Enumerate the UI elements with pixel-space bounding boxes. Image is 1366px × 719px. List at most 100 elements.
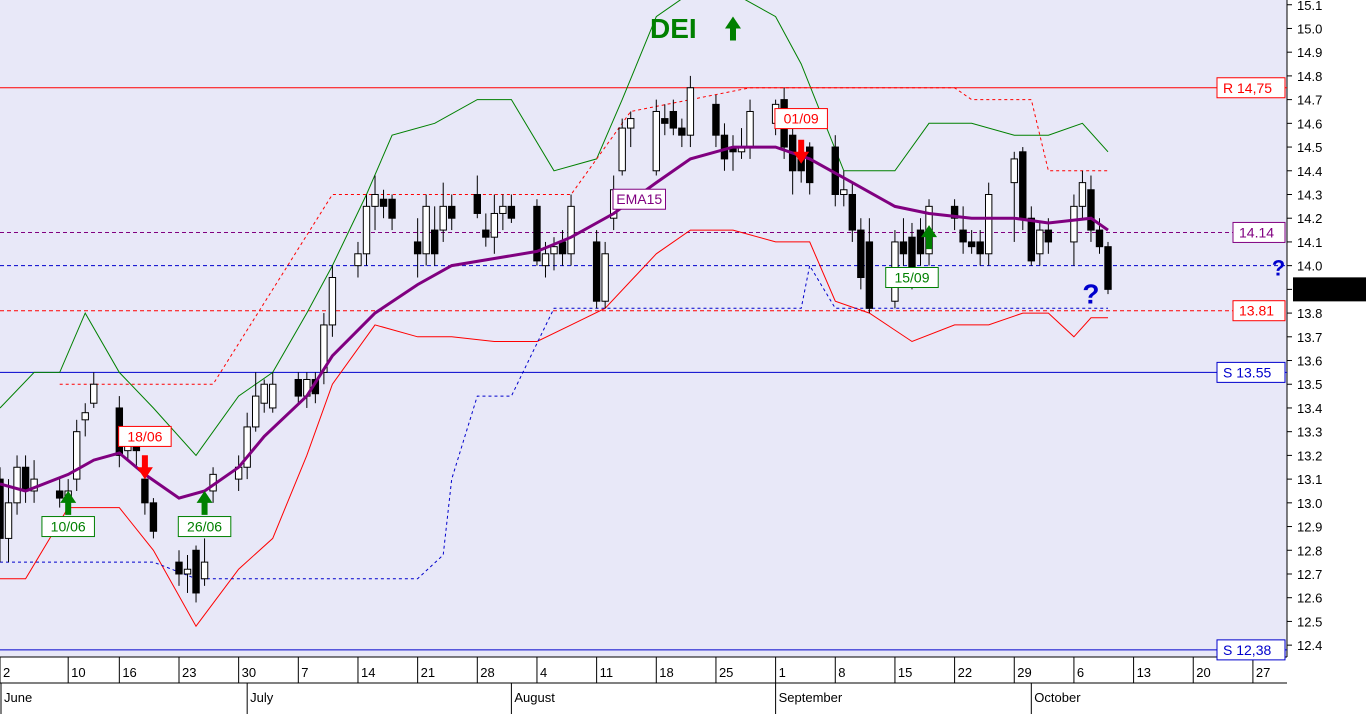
- candle-body-up: [1010, 158, 1018, 184]
- candle: [4, 479, 13, 563]
- candle: [959, 206, 967, 254]
- candle: [362, 194, 371, 266]
- candle: [55, 479, 64, 508]
- candle-body-up: [567, 205, 575, 255]
- level-1414-label: 14.14: [1232, 221, 1286, 243]
- candle-body-up: [840, 189, 848, 195]
- candle-body-down: [950, 205, 959, 219]
- candle: [260, 379, 268, 413]
- month-label: October: [1034, 690, 1081, 705]
- candle-body-up: [243, 426, 251, 468]
- annotation-text: 15/09: [894, 270, 929, 286]
- y-tick-label: 13.0: [1297, 496, 1322, 511]
- candle-body-down: [857, 229, 865, 279]
- candle-body-up: [251, 395, 260, 428]
- arrow-down-icon: [136, 455, 153, 480]
- annotation-label: ?: [1082, 278, 1099, 309]
- x-tick-label: 14: [361, 665, 375, 680]
- arrow-down-icon: [793, 139, 810, 164]
- candle-body-up: [73, 431, 81, 480]
- support-lower-label-box: [1216, 639, 1286, 661]
- y-tick-label: 14.2: [1297, 211, 1322, 226]
- candle: [652, 99, 660, 176]
- y-tick-label: 15.0: [1297, 21, 1322, 36]
- candle-body-down: [1095, 229, 1104, 248]
- candle-body-down: [473, 193, 481, 214]
- resistance-label-box: [1216, 77, 1286, 99]
- candle: [1036, 222, 1044, 266]
- candle-body-up: [618, 127, 626, 172]
- candle-body-up: [90, 383, 98, 404]
- candle: [669, 99, 678, 136]
- support-upper-label-box: [1216, 361, 1286, 383]
- candle-body-down: [388, 198, 396, 219]
- annotation-label: DEI: [650, 13, 697, 44]
- annotation-2606: 26/06: [177, 516, 232, 538]
- candle: [916, 218, 925, 266]
- candle: [984, 182, 993, 266]
- annotation-ema15: EMA15: [612, 188, 666, 210]
- candle-body-down: [1087, 189, 1095, 231]
- y-tick-label: 12.4: [1297, 638, 1322, 653]
- annotation-box: [41, 516, 95, 538]
- candle: [354, 241, 362, 278]
- candle: [175, 550, 183, 586]
- candle: [439, 182, 447, 242]
- y-tick-label: 13.5: [1297, 377, 1322, 392]
- candle: [865, 218, 874, 314]
- plot-background: [0, 0, 1287, 657]
- annotation-1006: 10/06: [41, 516, 95, 538]
- candle: [73, 419, 81, 491]
- candle: [601, 241, 609, 309]
- candle: [627, 111, 635, 148]
- annotation-text: 10/06: [51, 519, 86, 535]
- candle: [1010, 151, 1018, 242]
- arrow-up-icon: [60, 490, 77, 515]
- y-tick-label: 14.8: [1297, 69, 1322, 84]
- candle-body-up: [550, 246, 558, 255]
- candle: [294, 372, 303, 404]
- candle: [950, 199, 959, 231]
- y-tick-label: 13.1: [1297, 472, 1322, 487]
- candle-body-up: [422, 205, 430, 255]
- candle-body-up: [81, 412, 89, 421]
- y-tick-label: 14.9: [1297, 45, 1322, 60]
- candle: [1087, 175, 1095, 242]
- candle-body-up: [200, 561, 209, 580]
- candle-body-up: [652, 110, 660, 172]
- y-tick-label: 12.7: [1297, 567, 1322, 582]
- x-tick-label: 15: [898, 665, 912, 680]
- x-tick-label: 23: [182, 665, 196, 680]
- candle: [149, 498, 158, 539]
- candle-body-up: [1078, 182, 1087, 207]
- candle: [251, 372, 260, 432]
- candle: [618, 118, 626, 176]
- candle-body-down: [865, 241, 874, 309]
- candle: [661, 104, 669, 136]
- arrow-up-icon: [196, 490, 213, 515]
- x-tick-label: 4: [540, 665, 547, 680]
- candle: [499, 194, 507, 231]
- candle-body-down: [507, 205, 516, 219]
- candle: [806, 142, 814, 195]
- candle-body-down: [1019, 151, 1027, 219]
- annotation-text: 26/06: [187, 519, 222, 535]
- lower-band-line: [0, 229, 1108, 628]
- annotation-text: 18/06: [127, 428, 162, 444]
- candle: [371, 175, 379, 231]
- arrow-up-icon: [724, 16, 741, 41]
- candle-body-down: [976, 241, 984, 255]
- candle-body-up: [354, 253, 362, 267]
- candle-body-down: [806, 146, 814, 184]
- candle-body-up: [541, 253, 550, 267]
- candle: [413, 218, 422, 278]
- level-1381-label-text: 13.81: [1239, 303, 1274, 319]
- annotation-box: [774, 108, 828, 130]
- month-label: August: [514, 690, 555, 705]
- candle: [448, 194, 456, 231]
- candle-body-down: [141, 478, 149, 504]
- x-tick-label: 27: [1256, 665, 1270, 680]
- candle: [388, 194, 396, 231]
- x-ticks: 2 10 16 23 30 7 14 21 28 4 11 18 25 1 8 15 22 29 6 13 20 27Ju…: [0, 657, 1270, 714]
